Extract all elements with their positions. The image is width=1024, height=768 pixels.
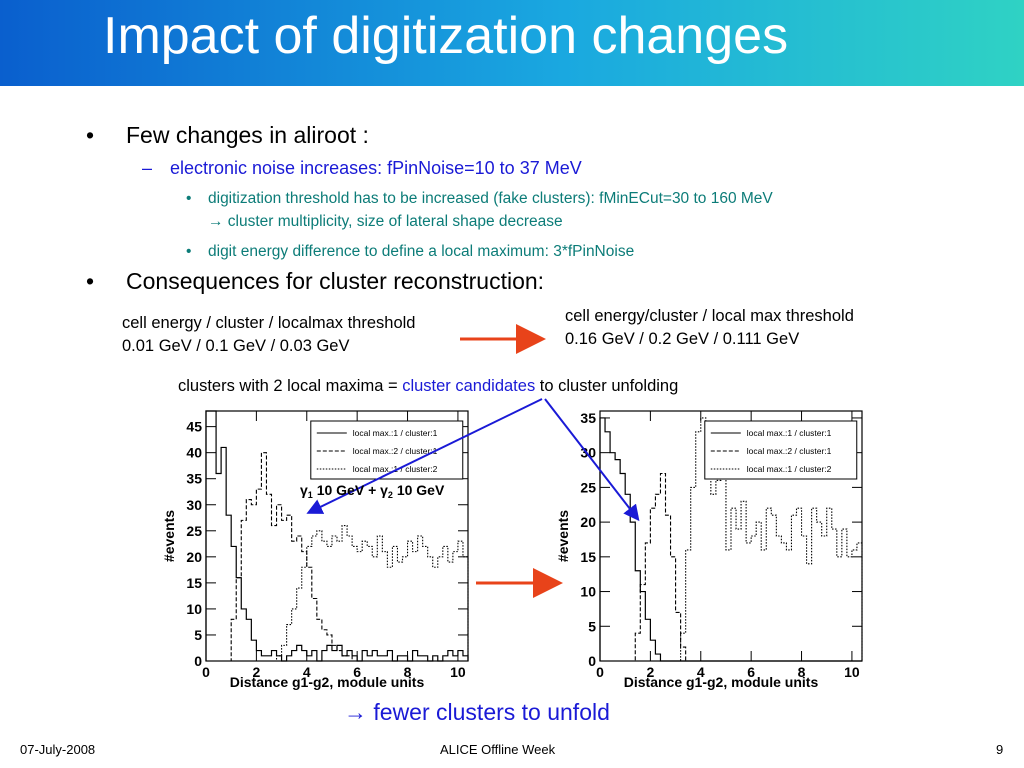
slide-title: Impact of digitization changes <box>103 7 789 65</box>
y-tick-label: 15 <box>580 549 596 565</box>
y-tick-label: 35 <box>186 471 202 487</box>
footer-date: 07-July-2008 <box>20 742 96 757</box>
y-tick-label: 15 <box>186 575 202 591</box>
x-axis-label: Distance g1-g2, module units <box>230 674 425 690</box>
legend-entry: local max.:1 / cluster:1 <box>747 428 832 438</box>
clusters-line: clusters with 2 local maxima = cluster c… <box>178 377 678 396</box>
old-settings-header: cell energy / cluster / localmax thresho… <box>122 314 416 332</box>
y-tick-label: 5 <box>588 618 596 634</box>
y-tick-label: 20 <box>580 514 596 530</box>
y-tick-label: 20 <box>186 549 202 565</box>
sub-sub-bullet-threshold-cont: → cluster multiplicity, size of lateral … <box>208 213 563 230</box>
x-tick-label: 2 <box>646 664 654 680</box>
series-dashed-2 <box>600 472 862 662</box>
series-dashed-2 <box>206 452 468 662</box>
bullet-marker: • <box>86 268 95 294</box>
y-tick-label: 10 <box>186 601 202 617</box>
pointer-right <box>544 398 640 522</box>
bullet-few-changes: Few changes in aliroot : <box>126 122 369 148</box>
pointer-left <box>306 398 543 514</box>
y-axis-label: #events <box>162 510 177 562</box>
legend-entry: local max.:1 / cluster:2 <box>747 464 832 474</box>
x-tick-label: 2 <box>252 664 260 680</box>
x-axis-label: Distance g1-g2, module units <box>624 674 819 690</box>
conclusion-text: → fewer clusters to unfold <box>344 699 610 725</box>
sub-sub-bullet-threshold: digitization threshold has to be increas… <box>208 190 773 207</box>
y-tick-label: 25 <box>580 479 596 495</box>
x-tick-label: 8 <box>404 664 412 680</box>
y-axis-label: #events <box>556 510 571 562</box>
y-tick-label: 40 <box>186 445 202 461</box>
y-tick-label: 10 <box>580 584 596 600</box>
x-tick-label: 10 <box>844 664 860 680</box>
footer-event: ALICE Offline Week <box>440 742 556 757</box>
y-tick-label: 0 <box>194 653 202 669</box>
y-tick-label: 30 <box>186 497 202 513</box>
y-tick-label: 5 <box>194 627 202 643</box>
clusters-line-before: clusters with 2 local maxima = <box>178 377 403 395</box>
x-tick-label: 0 <box>202 664 210 680</box>
sub-bullet-noise: electronic noise increases: fPinNoise=10… <box>170 158 582 178</box>
y-tick-label: 25 <box>186 523 202 539</box>
legend-entry: local max.:2 / cluster:1 <box>747 446 832 456</box>
x-tick-label: 4 <box>303 664 311 680</box>
x-tick-label: 8 <box>798 664 806 680</box>
legend-entry: local max.:1 / cluster:1 <box>353 428 438 438</box>
bullet-marker: • <box>86 122 95 148</box>
x-tick-label: 6 <box>353 664 361 680</box>
sub-sub-bullet-marker: • <box>186 243 192 260</box>
old-settings-values: 0.01 GeV / 0.1 GeV / 0.03 GeV <box>122 337 350 355</box>
clusters-line-after: to cluster unfolding <box>535 377 679 395</box>
y-tick-label: 0 <box>588 653 596 669</box>
series-solid-1 <box>205 410 469 662</box>
title-bar <box>0 0 1024 86</box>
cluster-candidates-text: cluster candidates <box>402 377 536 395</box>
x-tick-label: 6 <box>747 664 755 680</box>
legend-entry: local max.:1 / cluster:2 <box>353 464 438 474</box>
legend-entry: local max.:2 / cluster:1 <box>353 446 438 456</box>
histogram-left: 0 5 10 15 20 25 30 35 40 45 0 2 4 6 8 10 local max.:1 / … <box>162 410 469 690</box>
y-tick-label: 45 <box>186 419 202 435</box>
gamma-label: γ1 10 GeV + γ2 10 GeV <box>300 482 445 500</box>
x-tick-label: 0 <box>596 664 604 680</box>
new-settings-values: 0.16 GeV / 0.2 GeV / 0.111 GeV <box>565 330 800 348</box>
sub-sub-bullet-local-max: digit energy difference to define a loca… <box>208 243 635 260</box>
sub-bullet-marker: – <box>142 158 153 178</box>
new-settings-header: cell energy/cluster / local max threshol… <box>565 307 854 325</box>
sub-sub-bullet-marker: • <box>186 190 192 207</box>
x-tick-label: 10 <box>450 664 466 680</box>
bullet-consequences: Consequences for cluster reconstruction: <box>126 268 545 294</box>
footer-page-number: 9 <box>996 742 1004 757</box>
x-tick-label: 4 <box>697 664 705 680</box>
y-tick-label: 35 <box>580 410 596 426</box>
